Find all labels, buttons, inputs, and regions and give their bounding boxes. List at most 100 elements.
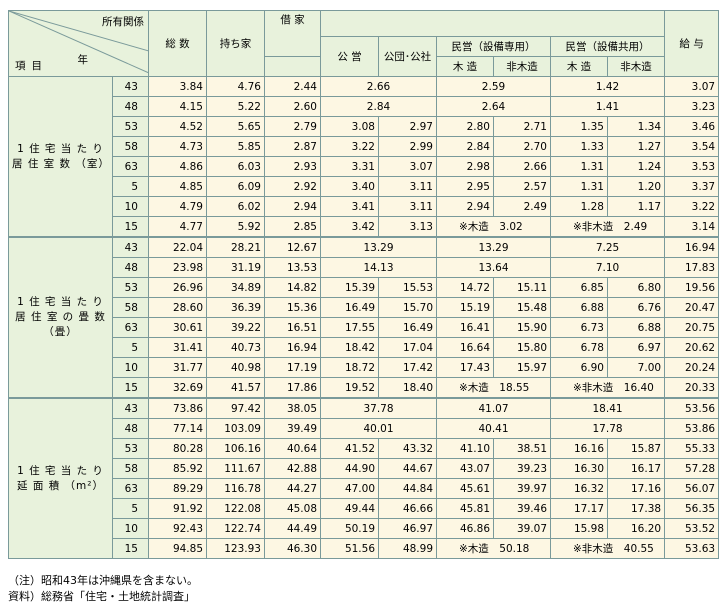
corp-cell: 16.49 [378,317,437,338]
private-exclusive-merged-cell: 13.64 [436,257,551,278]
pe-nonwood-cell: 38.51 [493,438,551,459]
owned-cell: 5.92 [206,216,265,238]
year-cell: 5 [112,337,149,358]
year-cell: 53 [112,438,149,459]
total-cell: 4.85 [148,176,207,197]
footnote-note: （注）昭和43年は沖縄県を含まない。 [8,574,198,587]
total-cell: 31.77 [148,357,207,378]
rented-cell: 42.88 [264,458,321,479]
corp-cell: 44.84 [378,478,437,499]
wages-cell: 56.07 [664,478,720,499]
public-cell: 3.41 [320,196,379,217]
pe-wood-cell: 2.95 [436,176,494,197]
table-row: 10 31.77 40.98 17.19 18.72 17.42 17.43 15.97 6.9… [9,357,720,378]
total-cell: 3.84 [148,76,207,97]
corp-cell: 46.66 [378,498,437,519]
wages-cell: 56.35 [664,498,720,519]
table-corner-header: 所有関係 年 項目 [8,10,149,77]
owned-cell: 28.21 [206,236,265,258]
ps-nonwood-cell: 16.17 [606,458,666,479]
owned-cell: 123.93 [206,538,265,559]
public-cell: 3.42 [320,216,379,238]
wages-cell: 3.07 [664,76,720,97]
rented-cell: 44.49 [264,518,321,539]
public-corp-merged-cell: 13.29 [320,236,437,258]
table-row: 58 4.73 5.85 2.87 3.22 2.99 2.84 2.70 1.33 1.27 3.… [9,136,720,157]
ps-nonwood-cell: 17.38 [606,498,666,519]
ps-wood-cell: 6.73 [550,317,608,338]
corp-cell: 44.67 [378,458,437,479]
ps-wood-cell: 6.90 [550,357,608,378]
private-exclusive-merged-cell: 40.41 [436,418,551,439]
pe-nonwood-cell: 2.70 [493,136,551,157]
rented-cell: 15.36 [264,297,321,318]
pe-nonwood-cell: 15.97 [493,357,551,378]
row-group-label: 1 住 宅 当 た り 延 面 積 （m²） [8,397,113,559]
col-rented-group-header [319,10,666,37]
pe-wood-cell: 16.41 [436,317,494,338]
year-cell: 15 [112,216,149,238]
pe-nonwood-cell: 2.57 [493,176,551,197]
pe-wood-cell: 17.43 [436,357,494,378]
ps-wood-cell: 15.98 [550,518,608,539]
rented-cell: 17.86 [264,377,321,399]
rented-cell: 39.49 [264,418,321,439]
ps-wood-cell: 17.17 [550,498,608,519]
col-owned-header: 持ち家 [206,10,265,77]
col-pe-nonwood-header: 非木造 [493,56,551,77]
rented-cell: 2.79 [264,116,321,137]
pe-nonwood-cell: 2.49 [493,196,551,217]
corp-cell: 17.42 [378,357,437,378]
ps-wood-cell: 6.88 [550,297,608,318]
table-row: 15 4.77 5.92 2.85 3.42 3.13 ※木造 3.02 ※非木造 2.49 3… [9,216,720,238]
year-cell: 48 [112,418,149,439]
rented-cell: 16.51 [264,317,321,338]
pe-nonwood-cell: 39.23 [493,458,551,479]
total-cell: 4.86 [148,156,207,177]
rented-cell: 16.94 [264,337,321,358]
col-public-header: 公 営 [320,36,379,77]
corp-cell: 15.70 [378,297,437,318]
table-row: 1 住 宅 当 た り 居 住 室 の 畳 数 （畳） 43 22.04 28.21 1… [8,236,720,399]
owned-cell: 116.78 [206,478,265,499]
table-row: 5 4.85 6.09 2.92 3.40 3.11 2.95 2.57 1.31 1.20 3.3… [9,176,720,197]
year-cell: 63 [112,478,149,499]
housing-statistics-table: 所有関係 年 項目 総 数 持ち家 借 家 給 与 公 営 公団･公社 民営（設… [8,10,720,559]
footnote-source: 資料）総務省「住宅・土地統計調査」 [8,590,195,603]
table-row: 53 4.52 5.65 2.79 3.08 2.97 2.80 2.71 1.35 1.34 3.… [9,116,720,137]
rented-cell: 2.93 [264,156,321,177]
total-cell: 26.96 [148,277,207,298]
table-row: 5 31.41 40.73 16.94 18.42 17.04 16.64 15.80 6.78… [9,337,720,358]
rented-cell: 2.60 [264,96,321,117]
owned-cell: 5.85 [206,136,265,157]
public-cell: 17.55 [320,317,379,338]
public-cell: 47.00 [320,478,379,499]
owned-cell: 40.98 [206,357,265,378]
total-cell: 31.41 [148,337,207,358]
private-shared-merged-cell: 1.42 [549,76,666,97]
public-corp-merged-cell: 37.78 [320,397,437,419]
corp-cell: 43.32 [378,438,437,459]
ps-nonwood-cell: 7.00 [606,357,666,378]
pe-wood-cell: 45.81 [436,498,494,519]
corner-item-label: 項目 [15,60,48,72]
owned-cell: 122.08 [206,498,265,519]
corp-cell: 2.99 [378,136,437,157]
table-row: 5 91.92 122.08 45.08 49.44 46.66 45.81 39.46 17.… [9,498,720,519]
wages-cell: 3.54 [664,136,720,157]
col-private-exclusive-header: 民営（設備専用） [436,36,551,57]
private-wood-note-cell: ※木造 3.02 [436,216,551,238]
corner-diagonal-lines [9,11,148,73]
wages-cell: 3.37 [664,176,720,197]
year-cell: 15 [112,538,149,559]
pe-wood-cell: 2.84 [436,136,494,157]
wages-cell: 3.23 [664,96,720,117]
wages-cell: 53.52 [664,518,720,539]
total-cell: 80.28 [148,438,207,459]
private-shared-merged-cell: 7.10 [549,257,666,278]
table-row: 1 住 宅 当 た り 延 面 積 （m²） 43 73.86 97.42 38.05 3… [8,397,720,559]
wages-cell: 20.62 [664,337,720,358]
public-cell: 44.90 [320,458,379,479]
year-cell: 58 [112,297,149,318]
col-private-shared-header: 民営（設備共用） [549,36,666,57]
